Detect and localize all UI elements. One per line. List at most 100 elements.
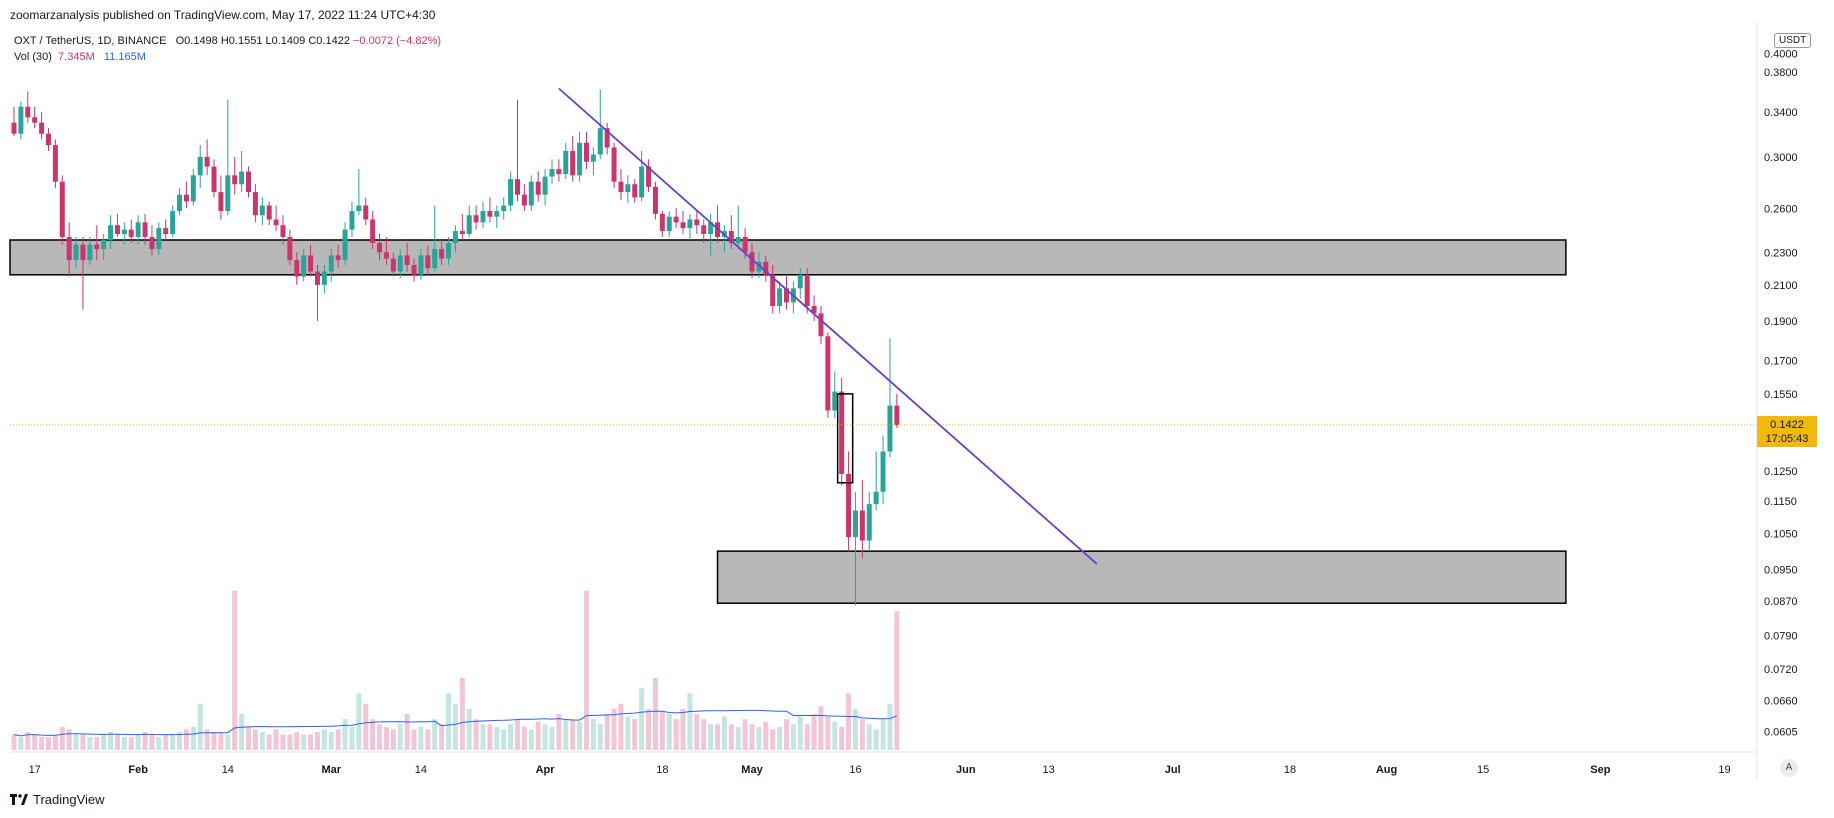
time-tick-label: Mar (321, 764, 341, 776)
candle-body (701, 225, 707, 235)
candle-body (894, 405, 900, 426)
volume-bar (177, 732, 183, 750)
candle-body (114, 225, 120, 235)
candle-body (542, 176, 548, 195)
time-tick-label: 17 (29, 764, 41, 776)
price-tick-label: 0.2300 (1764, 247, 1798, 259)
volume-bar (721, 716, 727, 750)
volume-bar (742, 719, 748, 750)
volume-bar (646, 708, 652, 750)
volume-bar (66, 729, 72, 750)
symbol-name[interactable]: OXT / TetherUS, 1D, BINANCE (14, 35, 167, 47)
price-tick-label: 0.1050 (1764, 529, 1798, 541)
volume-bar (783, 719, 789, 750)
candle-body (839, 391, 845, 474)
candle-body (501, 205, 507, 212)
volume-bar (370, 719, 376, 750)
volume-bar (480, 724, 486, 750)
candle-body (446, 243, 452, 259)
volume-bar (687, 693, 693, 750)
volume-bar (432, 719, 438, 750)
close-value: C0.1422 (308, 35, 350, 47)
candle-body (314, 271, 320, 285)
tradingview-logo-icon (10, 794, 28, 805)
volume-bar (832, 721, 838, 750)
volume-bar (383, 726, 389, 750)
candle-body (101, 239, 107, 250)
volume-bar (528, 729, 534, 750)
candle-body (887, 405, 893, 452)
candle-body (108, 225, 114, 240)
candle-body (646, 166, 652, 187)
volume-bar (121, 737, 127, 750)
volume-bar (521, 726, 527, 750)
volume-bar (246, 726, 252, 750)
candle-body (18, 106, 24, 134)
volume-bar (618, 703, 624, 750)
volume-bar (473, 719, 479, 750)
candle-body (404, 255, 410, 265)
volume-bar (190, 726, 196, 750)
volume-bar (232, 590, 238, 750)
candle-body (308, 255, 314, 272)
candle-body (763, 261, 769, 275)
price-tick-label: 0.1150 (1764, 496, 1797, 508)
candle-body (197, 156, 203, 176)
volume-bar (273, 729, 279, 750)
volume-bar (577, 721, 583, 750)
candle-body (652, 186, 658, 214)
volume-bar (183, 729, 189, 750)
volume-bar (80, 734, 86, 750)
highlight-box (836, 393, 854, 484)
candle-body (494, 211, 500, 217)
volume-bar (535, 721, 541, 750)
volume-bar (314, 732, 320, 750)
volume-bar (142, 732, 148, 750)
candle-body (639, 166, 645, 198)
volume-bar (39, 737, 45, 750)
candle-body (218, 192, 224, 212)
volume-bar (452, 703, 458, 750)
volume-bar (418, 726, 424, 750)
candle-body (232, 175, 238, 185)
volume-bar (673, 719, 679, 750)
volume-bar (356, 693, 362, 750)
currency-button[interactable]: USDT (1774, 33, 1812, 48)
candle-body (328, 255, 334, 272)
candle-body (377, 243, 383, 253)
auto-scale-button[interactable]: A (1780, 759, 1798, 777)
volume-bar (873, 729, 879, 750)
candle-body (811, 306, 817, 314)
candle-body (859, 510, 865, 541)
volume-bar (715, 724, 721, 750)
price-tick-label: 0.1250 (1764, 466, 1798, 478)
time-tick-label: 14 (222, 764, 234, 776)
candle-body (163, 228, 169, 235)
volume-bar (446, 693, 452, 750)
volume-bar (459, 678, 465, 750)
volume-bar (425, 729, 431, 750)
price-tick-label: 0.3000 (1764, 152, 1798, 164)
volume-bar (128, 737, 134, 750)
candle-body (866, 504, 872, 541)
candle-body (459, 231, 465, 235)
volume-bar (487, 724, 493, 750)
time-tick-label: 18 (656, 764, 668, 776)
volume-bar (797, 716, 803, 750)
volume-bar (73, 734, 79, 750)
volume-bar (563, 719, 569, 750)
candle-body (604, 128, 610, 148)
candle-body (301, 255, 307, 277)
candle-body (618, 181, 624, 193)
candle-body (246, 171, 252, 193)
candle-body (432, 249, 438, 269)
volume-bar (59, 726, 65, 750)
volume-label[interactable]: Vol (30) (14, 51, 52, 63)
candle-body (480, 211, 486, 223)
volume-bar (659, 711, 665, 750)
symbol-legend: OXT / TetherUS, 1D, BINANCE O0.1498 H0.1… (14, 35, 444, 47)
volume-bar (156, 737, 162, 750)
brand[interactable]: TradingView (10, 792, 105, 807)
low-value: L0.1409 (265, 35, 306, 47)
